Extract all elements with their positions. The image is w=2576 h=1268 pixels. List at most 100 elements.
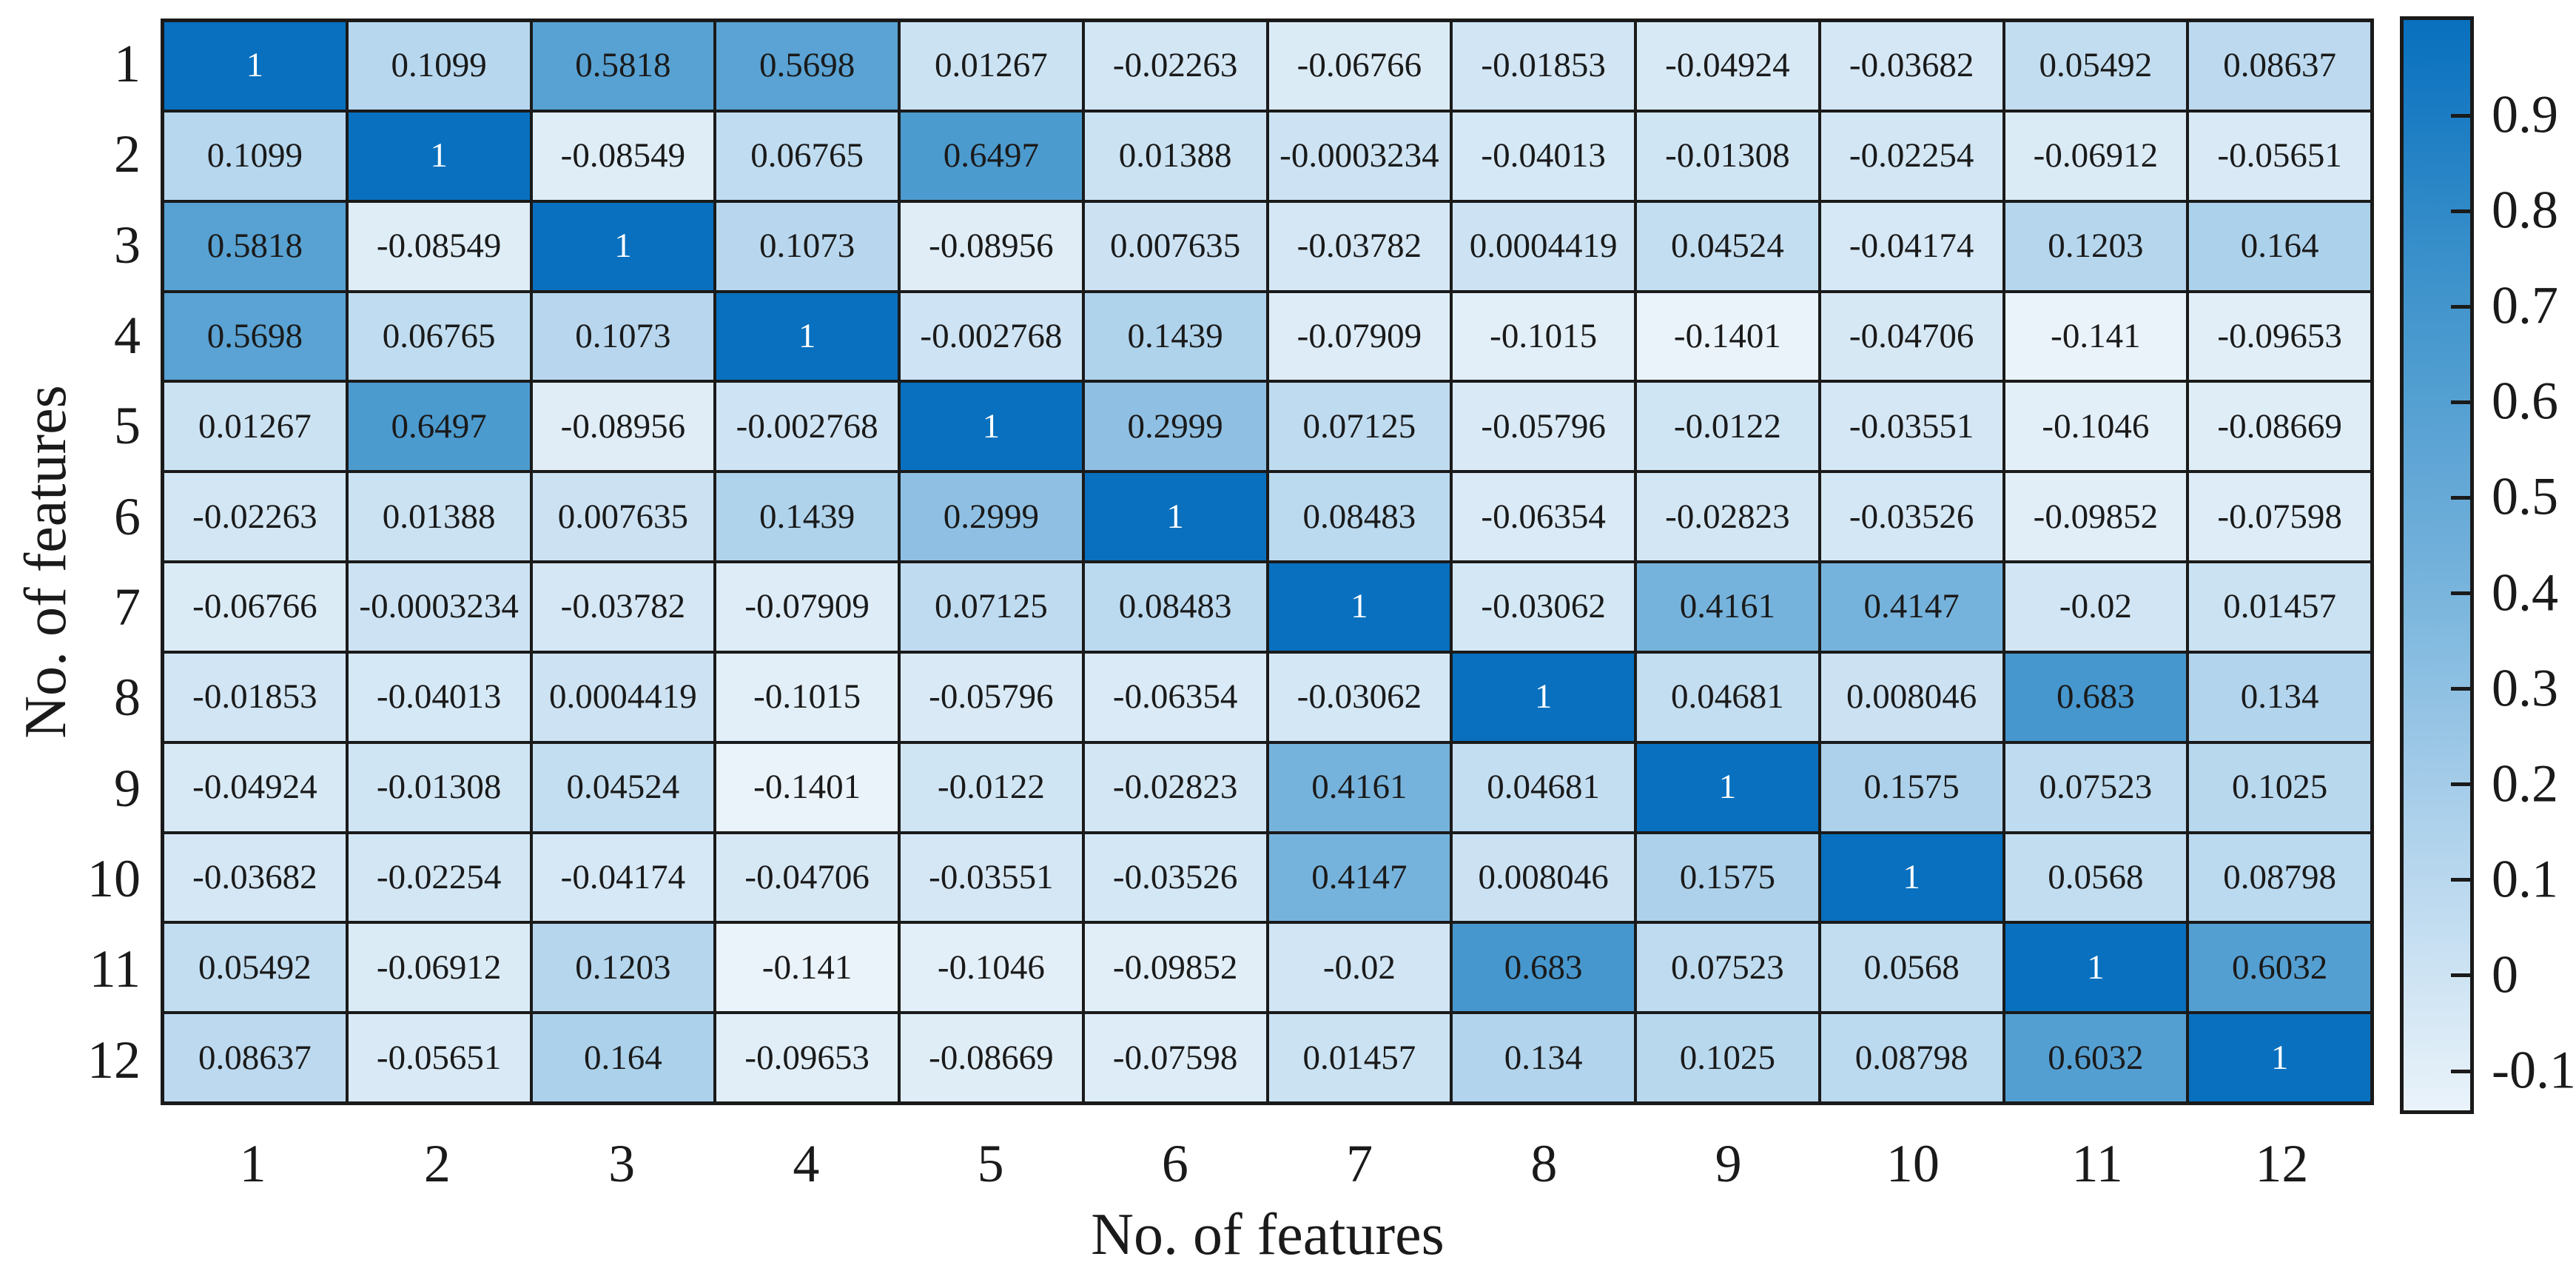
heatmap-cell: 0.07523: [1637, 924, 1818, 1012]
colorbar-tick-label: 0.8: [2492, 180, 2558, 240]
heatmap-cell: -0.141: [716, 924, 898, 1012]
heatmap-cell: -0.02254: [348, 833, 530, 922]
colorbar-tick-mark: [2451, 591, 2470, 596]
heatmap-cell: 1: [2189, 1014, 2370, 1101]
heatmap-cell: 0.5818: [164, 202, 346, 290]
heatmap-cell: -0.1046: [901, 924, 1082, 1012]
heatmap-cell: 0.4147: [1268, 833, 1450, 922]
heatmap-cell: 0.6032: [2189, 924, 2370, 1012]
heatmap-cell: 0.5818: [532, 22, 714, 110]
heatmap-cell: -0.04174: [1820, 202, 2002, 290]
x-axis-tick-label: 8: [1530, 1134, 1558, 1193]
heatmap-cell: -0.09653: [716, 1014, 898, 1101]
heatmap-cell: 0.1203: [532, 924, 714, 1012]
colorbar-tick-label: 0.7: [2492, 275, 2558, 335]
y-axis-tick-label: 8: [114, 668, 141, 728]
heatmap-cell: 1: [1820, 833, 2002, 922]
heatmap-cell: -0.02263: [164, 473, 346, 560]
heatmap-cell: -0.002768: [716, 383, 898, 471]
heatmap-cell: 1: [2005, 924, 2187, 1012]
heatmap-cell: -0.05796: [1453, 383, 1634, 471]
heatmap-cell: -0.08669: [901, 1014, 1082, 1101]
heatmap-cell: -0.03782: [1268, 202, 1450, 290]
heatmap-cell: -0.06766: [1268, 22, 1450, 110]
x-axis-tick-label: 7: [1346, 1134, 1373, 1193]
x-axis-tick-label: 4: [793, 1134, 820, 1193]
heatmap-cell: -0.1015: [716, 653, 898, 741]
heatmap-cell: -0.0003234: [348, 563, 530, 651]
heatmap-cell: -0.0122: [1637, 383, 1818, 471]
heatmap-cell: 0.07125: [901, 563, 1082, 651]
heatmap-cell: 0.04681: [1453, 743, 1634, 831]
heatmap-cell: 0.4147: [1820, 563, 2002, 651]
heatmap-cell: -0.03062: [1453, 563, 1634, 651]
heatmap-cell: -0.1401: [1637, 292, 1818, 380]
y-axis-tick-label: 12: [87, 1030, 141, 1090]
x-axis-tick-label: 3: [608, 1134, 636, 1193]
heatmap-cell: 0.08483: [1268, 473, 1450, 560]
heatmap-cell: 0.0568: [2005, 833, 2187, 922]
heatmap-cell: -0.01308: [348, 743, 530, 831]
colorbar-tick-label: 0.4: [2492, 563, 2558, 623]
heatmap-cell: 1: [532, 202, 714, 290]
heatmap-cell: -0.03782: [532, 563, 714, 651]
heatmap-cell: -0.02823: [1084, 743, 1266, 831]
heatmap-cell: 0.6497: [901, 112, 1082, 200]
heatmap-cell: 0.01457: [2189, 563, 2370, 651]
heatmap-cell: 0.164: [2189, 202, 2370, 290]
heatmap-cell: 0.06765: [716, 112, 898, 200]
heatmap-cell: 0.683: [2005, 653, 2187, 741]
heatmap-cell: 0.1073: [532, 292, 714, 380]
x-axis-tick-label: 5: [977, 1134, 1004, 1193]
heatmap-cell: -0.08669: [2189, 383, 2370, 471]
heatmap-cell: 0.008046: [1453, 833, 1634, 922]
heatmap-cell: 0.1203: [2005, 202, 2187, 290]
heatmap-cell: -0.01853: [164, 653, 346, 741]
colorbar: [2400, 16, 2474, 1114]
x-axis-tick-label: 1: [239, 1134, 266, 1193]
heatmap-cell: 0.1099: [164, 112, 346, 200]
heatmap-cell: 0.07125: [1268, 383, 1450, 471]
x-axis-tick-label: 11: [2071, 1134, 2123, 1193]
colorbar-tick-label: 0.9: [2492, 84, 2558, 144]
heatmap-cell: -0.04924: [1637, 22, 1818, 110]
colorbar-tick-mark: [2451, 687, 2470, 691]
x-axis-tick-label: 12: [2255, 1134, 2309, 1193]
heatmap-cell: -0.141: [2005, 292, 2187, 380]
y-axis-title: No. of features: [13, 385, 78, 739]
heatmap-cell: -0.04174: [532, 833, 714, 922]
heatmap-cell: 0.07523: [2005, 743, 2187, 831]
colorbar-tick-label: 0.3: [2492, 658, 2558, 718]
heatmap-cell: -0.06354: [1453, 473, 1634, 560]
heatmap-cell: -0.07909: [1268, 292, 1450, 380]
heatmap-cell: 0.01267: [164, 383, 346, 471]
x-axis-tick-label: 6: [1161, 1134, 1188, 1193]
heatmap-cell: 0.5698: [164, 292, 346, 380]
heatmap-cell: 0.01388: [1084, 112, 1266, 200]
heatmap-cell: -0.002768: [901, 292, 1082, 380]
heatmap-cell: -0.03526: [1084, 833, 1266, 922]
heatmap-cell: -0.08549: [348, 202, 530, 290]
heatmap-cell: -0.08549: [532, 112, 714, 200]
colorbar-tick-mark: [2451, 400, 2470, 404]
heatmap-cell: -0.05796: [901, 653, 1082, 741]
heatmap-cell: 0.683: [1453, 924, 1634, 1012]
colorbar-tick-label: -0.1: [2492, 1040, 2576, 1100]
heatmap-cell: -0.06766: [164, 563, 346, 651]
heatmap-cell: 0.007635: [532, 473, 714, 560]
heatmap-cell: -0.08956: [901, 202, 1082, 290]
heatmap-cell: -0.09852: [2005, 473, 2187, 560]
heatmap-cell: -0.0122: [901, 743, 1082, 831]
heatmap-cell: 0.2999: [1084, 383, 1266, 471]
heatmap-cell: 0.01267: [901, 22, 1082, 110]
colorbar-tick-label: 0: [2492, 945, 2518, 1004]
x-axis-tick-label: 9: [1715, 1134, 1742, 1193]
heatmap-grid: 1 0.1099 0.5818 0.5698 0.01267 -0.02263 -0.067…: [161, 19, 2374, 1105]
y-axis-tick-label: 3: [114, 215, 141, 275]
y-axis-tick-label: 9: [114, 758, 141, 818]
heatmap-cell: -0.05651: [348, 1014, 530, 1101]
heatmap-cell: 0.05492: [2005, 22, 2187, 110]
heatmap-cell: 0.6032: [2005, 1014, 2187, 1101]
heatmap-cell: 0.1025: [2189, 743, 2370, 831]
colorbar-tick-label: 0.2: [2492, 754, 2558, 814]
